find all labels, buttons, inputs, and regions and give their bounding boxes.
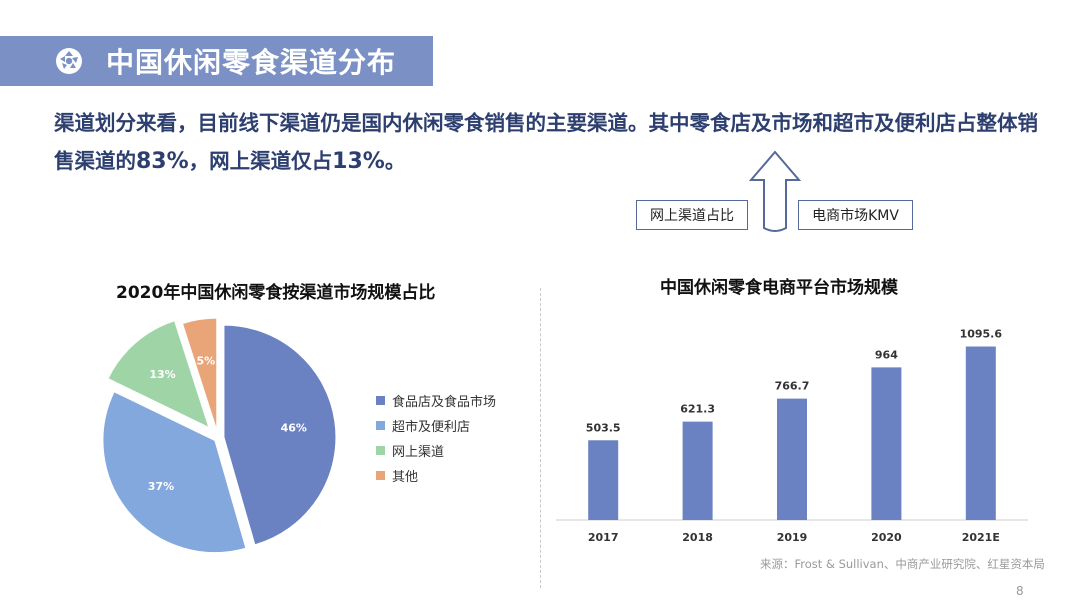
- pie-data-label: 37%: [148, 480, 174, 493]
- summary-part-3: 。: [384, 149, 406, 173]
- legend-swatch: [376, 471, 385, 480]
- pie-slice-online: [107, 320, 210, 429]
- legend-label: 超市及便利店: [392, 420, 471, 435]
- legend-label: 其他: [392, 470, 419, 485]
- aperture-icon: [54, 46, 84, 76]
- x-tick-label: 2020: [871, 531, 902, 544]
- bar-chart-title: 中国休闲零食电商平台市场规模: [660, 278, 898, 298]
- page-number: 8: [1016, 584, 1024, 598]
- pie-slice-other: [181, 317, 218, 431]
- x-tick-label: 2017: [588, 531, 619, 544]
- legend-label: 食品店及食品市场: [392, 395, 497, 410]
- pie-legend: 食品店及食品市场 超市及便利店 网上渠道 其他: [376, 388, 496, 488]
- pie-chart: 46% 37% 13% 5%: [102, 317, 337, 554]
- bar-value-label: 503.5: [586, 421, 621, 434]
- legend-swatch: [376, 396, 385, 405]
- pie-slice-supermarkets: [102, 391, 247, 554]
- bar-2019: [777, 398, 807, 520]
- pie-data-label: 46%: [281, 421, 307, 434]
- bar-2018: [682, 421, 713, 520]
- section-title-bar: 中国休闲零食渠道分布: [0, 36, 433, 86]
- bar-value-label: 621.3: [680, 403, 715, 416]
- source-note: 来源：Frost & Sullivan、中商产业研究院、红星资本局: [760, 557, 1045, 571]
- summary-value-offline: 83%: [136, 149, 189, 174]
- legend-item-other: 其他: [376, 463, 496, 488]
- legend-label: 网上渠道: [392, 445, 445, 460]
- bar-2017: [588, 440, 619, 520]
- flow-box-online-share: 网上渠道占比: [636, 200, 748, 230]
- summary-value-online: 13%: [332, 149, 385, 174]
- bar-value-label: 1095.6: [960, 328, 1003, 341]
- pie-slice-food-stores: [223, 324, 337, 546]
- summary-text: 渠道划分来看，目前线下渠道仍是国内休闲零食销售的主要渠道。其中零食店及市场和超市…: [54, 104, 1054, 181]
- legend-item-supermarkets: 超市及便利店: [376, 413, 496, 438]
- bar-2021E: [965, 346, 996, 520]
- bar-chart: 503.5 2017 621.3 2018 766.7 2019 964 2020 1095.6…: [556, 328, 1028, 544]
- up-arrow-icon: [748, 150, 802, 232]
- flow-box-ecommerce-kmv: 电商市场KMV: [798, 200, 913, 230]
- x-tick-label: 2021E: [962, 531, 1000, 544]
- pie-data-label: 13%: [149, 368, 175, 381]
- pie-chart-title: 2020年中国休闲零食按渠道市场规模占比: [116, 283, 436, 303]
- bar-value-label: 766.7: [775, 380, 810, 393]
- legend-item-online: 网上渠道: [376, 438, 496, 463]
- bar-value-label: 964: [875, 348, 898, 361]
- legend-swatch: [376, 421, 385, 430]
- bar-2020: [871, 367, 902, 520]
- summary-part-2: ，网上渠道仅占: [188, 149, 333, 173]
- pie-data-label: 5%: [196, 354, 215, 367]
- summary-part-1: 渠道划分来看，目前线下渠道仍是国内休闲零食销售的主要渠道。其中零食店及市场和超市…: [54, 111, 1038, 173]
- chart-divider: [540, 288, 541, 588]
- x-tick-label: 2018: [682, 531, 713, 544]
- legend-swatch: [376, 446, 385, 455]
- x-tick-label: 2019: [777, 531, 808, 544]
- page-title: 中国休闲零食渠道分布: [106, 46, 397, 79]
- legend-item-food-stores: 食品店及食品市场: [376, 388, 496, 413]
